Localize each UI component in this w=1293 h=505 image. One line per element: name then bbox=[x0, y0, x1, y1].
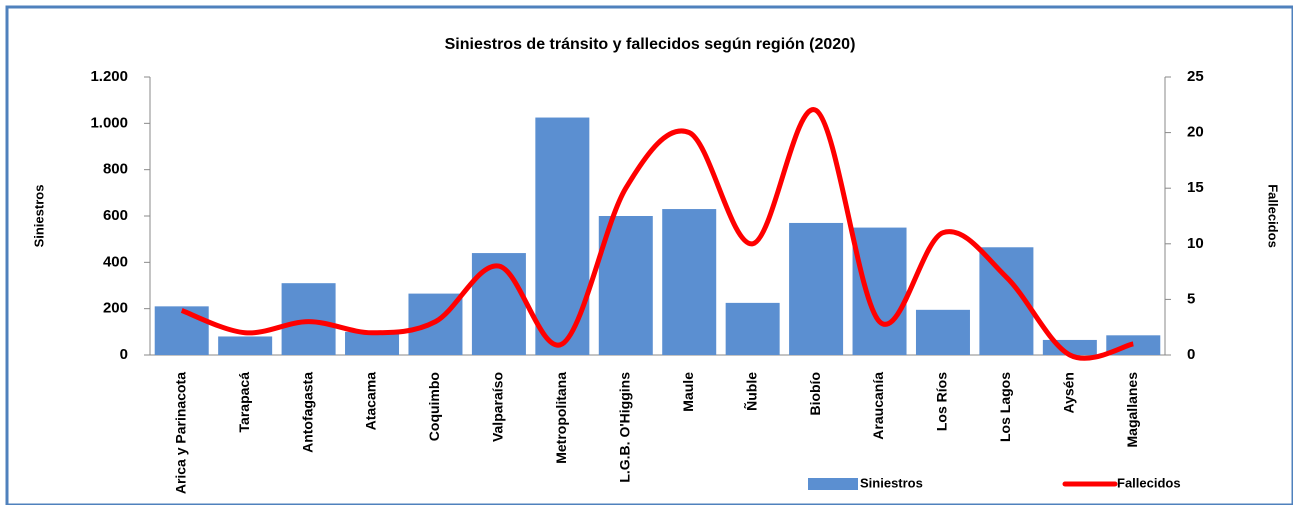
x-tick-label: Biobío bbox=[807, 372, 823, 416]
y-tick-label: 600 bbox=[103, 207, 128, 224]
x-tick-label: Magallanes bbox=[1124, 372, 1140, 448]
x-tick-label: Araucanía bbox=[870, 372, 886, 440]
legend-label: Siniestros bbox=[860, 475, 923, 490]
y2-tick-label: 0 bbox=[1187, 346, 1195, 363]
x-tick-label: Valparaíso bbox=[490, 372, 506, 442]
x-tick-label: Los Lagos bbox=[997, 372, 1013, 442]
bar bbox=[789, 222, 844, 355]
x-tick-label: Los Ríos bbox=[934, 372, 950, 431]
y-tick-label: 400 bbox=[103, 253, 128, 270]
x-tick-label: Antofagasta bbox=[299, 372, 315, 453]
line bbox=[180, 107, 1134, 361]
bar bbox=[662, 209, 717, 355]
y2-tick-label: 10 bbox=[1187, 235, 1204, 252]
y2-tick-label: 20 bbox=[1187, 124, 1204, 141]
frame bbox=[5, 5, 1293, 505]
x-tick-label: Ñuble bbox=[742, 372, 759, 411]
x-tick-label: Metropolitana bbox=[553, 372, 569, 464]
bar bbox=[154, 306, 209, 355]
y2-tick-label: 15 bbox=[1187, 179, 1204, 196]
y2-tick-label: 25 bbox=[1187, 68, 1204, 85]
x-tick-label: Coquimbo bbox=[426, 372, 442, 441]
bar bbox=[281, 283, 336, 355]
bar bbox=[345, 331, 400, 355]
x-tick-label: Arica y Parinacota bbox=[172, 372, 188, 494]
y2-axis-label: Fallecidos bbox=[1266, 184, 1281, 248]
bar bbox=[218, 336, 273, 355]
x-tick-label: Atacama bbox=[363, 372, 379, 431]
y-tick-label: 800 bbox=[103, 161, 128, 178]
bar bbox=[852, 227, 907, 355]
x-tick-label: Aysén bbox=[1061, 372, 1077, 414]
x-tick-label: Tarapacá bbox=[236, 372, 252, 433]
bar bbox=[471, 253, 526, 355]
y-tick-label: 1.000 bbox=[90, 114, 128, 131]
bar bbox=[915, 309, 970, 355]
x-tick-label: L.G.B. O'Higgins bbox=[616, 372, 632, 483]
legend-label: Fallecidos bbox=[1117, 475, 1181, 490]
y-axis-label: Siniestros bbox=[31, 185, 46, 248]
bar bbox=[535, 117, 590, 356]
y-tick-label: 200 bbox=[103, 300, 128, 317]
x-tick-label: Maule bbox=[680, 372, 696, 412]
bar bbox=[725, 302, 780, 355]
chart-title: Siniestros de tránsito y fallecidos segú… bbox=[445, 36, 856, 53]
y-tick-label: 0 bbox=[120, 346, 128, 363]
y2-tick-label: 5 bbox=[1187, 290, 1195, 307]
y-tick-label: 1.200 bbox=[90, 68, 128, 85]
legend-swatch bbox=[808, 478, 858, 490]
